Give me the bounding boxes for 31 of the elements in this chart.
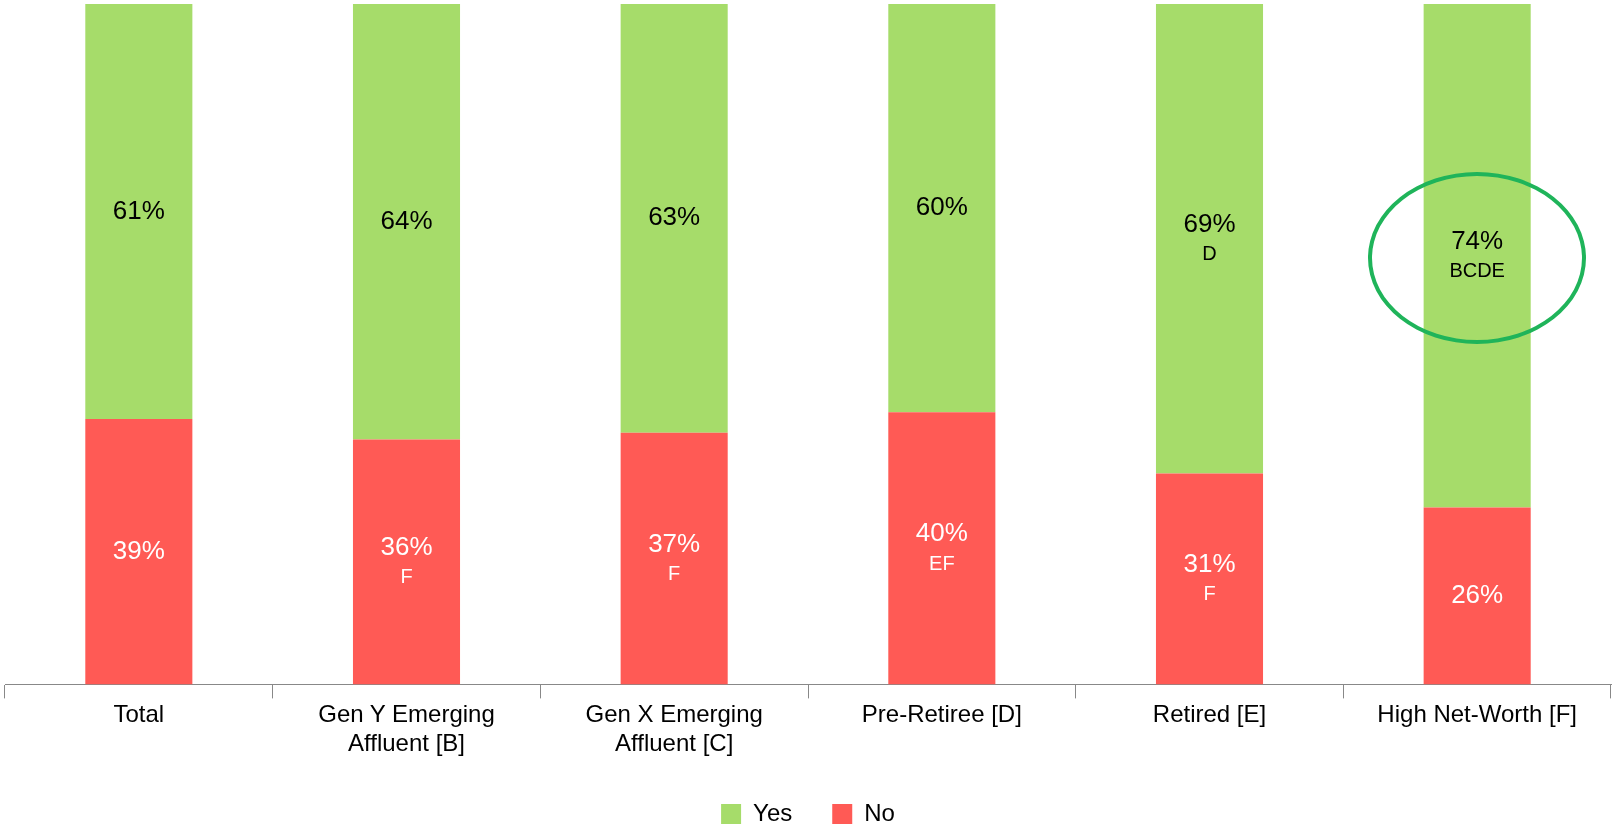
data-label: 74% BCDE: [1449, 224, 1505, 282]
bar: [888, 412, 996, 685]
data-label: 64%: [380, 204, 433, 235]
data-label: 37% F: [648, 527, 701, 585]
bar: [85, 419, 193, 685]
bar: [1423, 507, 1531, 685]
bar: [1155, 473, 1264, 685]
bar: [888, 4, 996, 413]
legend-label: No: [864, 798, 895, 826]
data-label: 36% F: [380, 531, 433, 588]
data-label: 60%: [915, 191, 968, 222]
data-label: 63%: [648, 201, 701, 232]
x-tick-label: Gen Y Emerging Affluent [B]: [318, 700, 495, 757]
bar: [620, 432, 728, 685]
data-label: 69% D: [1183, 207, 1236, 265]
x-tick-label: Pre-Retiree [D]: [861, 700, 1022, 728]
data-label: 26%: [1451, 579, 1504, 610]
data-label: 39%: [112, 534, 165, 565]
x-tick-label: Retired [E]: [1152, 700, 1267, 728]
bar: [620, 4, 728, 433]
bar: [352, 439, 461, 685]
data-label: 31% F: [1183, 548, 1236, 605]
x-tick-label: Total: [113, 700, 165, 728]
x-tick-label: High Net-Worth [F]: [1377, 700, 1577, 728]
bar: [1155, 4, 1264, 474]
data-label: 61%: [112, 194, 165, 225]
legend-label: Yes: [753, 798, 793, 826]
data-label: 40% EF: [915, 517, 968, 574]
bar: [352, 4, 461, 440]
bar: [85, 4, 193, 420]
x-tick-label: Gen X Emerging Affluent [C]: [585, 700, 763, 757]
